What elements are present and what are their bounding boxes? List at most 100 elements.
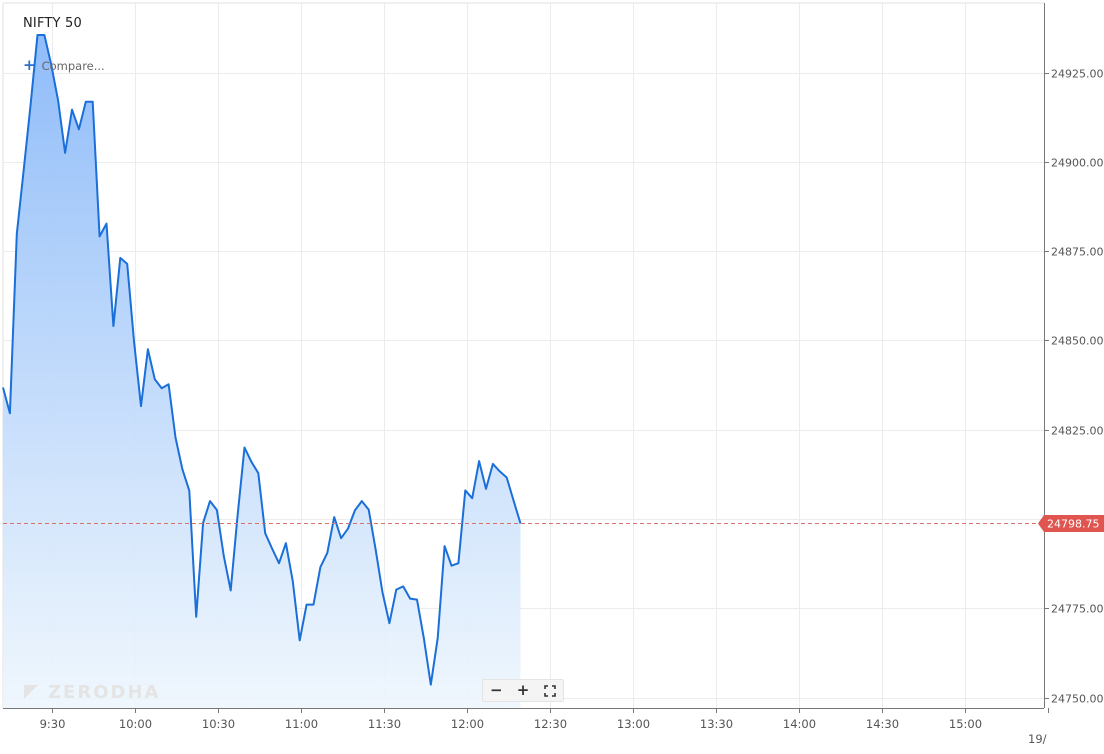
data-point[interactable] — [29, 103, 33, 107]
x-tick-label: 10:00 — [119, 717, 152, 731]
data-point[interactable] — [332, 515, 336, 519]
data-point[interactable] — [512, 499, 516, 503]
data-point[interactable] — [243, 446, 247, 450]
data-point[interactable] — [56, 99, 60, 103]
zoom-in-button[interactable]: + — [516, 681, 530, 699]
data-point[interactable] — [98, 234, 102, 238]
series-area-fill — [3, 35, 521, 708]
y-tick-label: 24900.00 — [1051, 157, 1104, 170]
data-point[interactable] — [63, 151, 67, 155]
zoom-controls: − + — [482, 679, 564, 702]
data-point[interactable] — [443, 544, 447, 548]
data-point[interactable] — [215, 508, 219, 512]
data-point[interactable] — [153, 377, 157, 381]
last-price-label: 24798.75 — [1047, 518, 1100, 531]
data-point[interactable] — [436, 636, 440, 640]
data-point[interactable] — [139, 404, 143, 408]
x-tick-label: 10:30 — [202, 717, 235, 731]
data-point[interactable] — [456, 561, 460, 565]
data-point[interactable] — [401, 584, 405, 588]
data-point[interactable] — [305, 603, 309, 607]
data-point[interactable] — [8, 411, 12, 415]
data-point[interactable] — [194, 615, 198, 619]
data-point[interactable] — [84, 100, 88, 104]
x-tick-label: 9:30 — [40, 717, 66, 731]
data-point[interactable] — [132, 340, 136, 344]
data-point[interactable] — [387, 621, 391, 625]
data-point[interactable] — [263, 531, 267, 535]
watermark-text: ZERODHA — [48, 682, 161, 703]
data-point[interactable] — [346, 527, 350, 531]
data-point[interactable] — [208, 499, 212, 503]
data-point[interactable] — [146, 347, 150, 351]
data-point[interactable] — [160, 386, 164, 390]
data-point[interactable] — [270, 547, 274, 551]
data-point[interactable] — [91, 100, 95, 104]
data-point[interactable] — [325, 551, 329, 555]
data-point[interactable] — [381, 591, 385, 595]
data-point[interactable] — [15, 232, 19, 236]
data-point[interactable] — [236, 513, 240, 517]
data-point[interactable] — [477, 459, 481, 463]
y-tick-label: 24825.00 — [1051, 425, 1104, 438]
fullscreen-button[interactable] — [540, 681, 560, 700]
data-point[interactable] — [201, 521, 205, 525]
data-point[interactable] — [105, 222, 109, 226]
data-point[interactable] — [70, 108, 74, 112]
data-point[interactable] — [484, 487, 488, 491]
data-point[interactable] — [1, 386, 5, 390]
data-point[interactable] — [374, 547, 378, 551]
data-point[interactable] — [42, 33, 46, 37]
data-point[interactable] — [318, 565, 322, 569]
y-tick-label: 24850.00 — [1051, 335, 1104, 348]
data-point[interactable] — [22, 168, 26, 172]
data-point[interactable] — [491, 462, 495, 466]
data-point[interactable] — [394, 588, 398, 592]
data-point[interactable] — [277, 561, 281, 565]
x-tick-label: 11:30 — [368, 717, 401, 731]
data-point[interactable] — [118, 256, 122, 260]
data-point[interactable] — [353, 508, 357, 512]
data-point[interactable] — [415, 598, 419, 602]
data-point[interactable] — [125, 262, 129, 266]
data-point[interactable] — [463, 488, 467, 492]
data-point[interactable] — [312, 603, 316, 607]
data-point[interactable] — [429, 683, 433, 687]
data-point[interactable] — [174, 436, 178, 440]
fullscreen-icon — [543, 684, 556, 697]
data-point[interactable] — [111, 324, 115, 328]
data-point[interactable] — [498, 469, 502, 473]
data-point[interactable] — [339, 536, 343, 540]
data-point[interactable] — [229, 588, 233, 592]
data-point[interactable] — [422, 637, 426, 641]
data-point[interactable] — [249, 460, 253, 464]
data-point[interactable] — [187, 489, 191, 493]
data-point[interactable] — [470, 496, 474, 500]
x-tick-label: 13:30 — [700, 717, 733, 731]
instrument-title: NIFTY 50 — [23, 16, 82, 31]
compare-button[interactable]: + Compare... — [23, 58, 105, 73]
watermark: ZERODHA — [24, 682, 160, 703]
data-point[interactable] — [284, 541, 288, 545]
data-point[interactable] — [450, 564, 454, 568]
data-point[interactable] — [360, 499, 364, 503]
data-point[interactable] — [291, 579, 295, 583]
zoom-out-button[interactable]: − — [490, 681, 503, 699]
data-point[interactable] — [36, 33, 40, 37]
data-point[interactable] — [298, 638, 302, 642]
data-point[interactable] — [408, 597, 412, 601]
x-tick-label: 11:00 — [285, 717, 318, 731]
data-point[interactable] — [505, 476, 509, 480]
y-tick-label: 24925.00 — [1051, 68, 1104, 81]
zerodha-logo-icon — [24, 684, 42, 701]
x-tick-label: 14:00 — [783, 717, 816, 731]
data-point[interactable] — [222, 554, 226, 558]
data-point[interactable] — [180, 467, 184, 471]
data-point[interactable] — [256, 471, 260, 475]
data-point[interactable] — [77, 127, 81, 131]
x-tick-label: 15:00 — [949, 717, 982, 731]
data-point[interactable] — [367, 508, 371, 512]
data-point[interactable] — [167, 382, 171, 386]
